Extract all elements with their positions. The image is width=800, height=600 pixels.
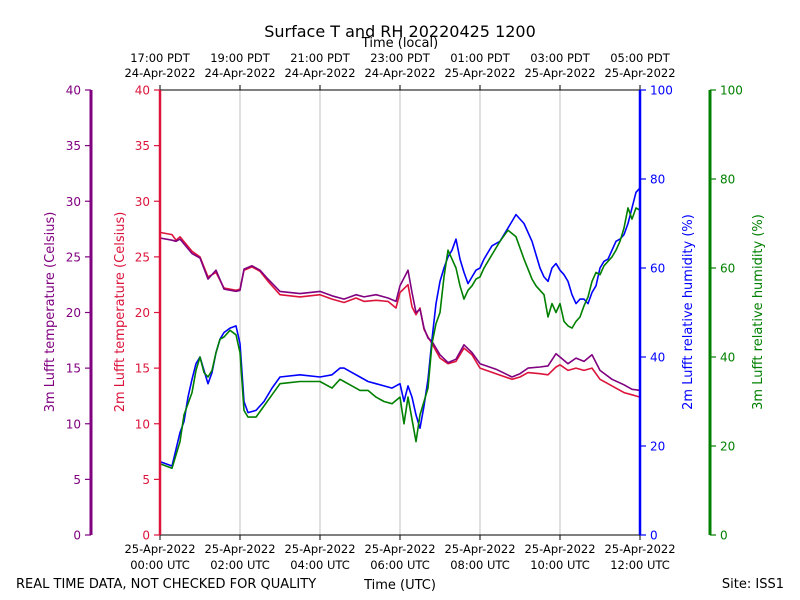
top-axis-title: Time (local) — [361, 36, 438, 51]
top-tick-label-time: 03:00 PDT — [530, 51, 591, 65]
rh2m-tick-label: 80 — [650, 173, 665, 187]
top-tick-label-time: 23:00 PDT — [370, 51, 431, 65]
t3m-tick-label: 40 — [66, 84, 81, 98]
rh2m-axis-label: 2m Lufft relative humidity (%) — [681, 214, 696, 410]
vertical-gridlines — [239, 90, 561, 535]
top-tick-label-date: 24-Apr-2022 — [124, 66, 195, 80]
t2m-tick-label: 25 — [135, 250, 150, 264]
t3m-tick-label: 25 — [66, 250, 81, 264]
t3m-tick-label: 10 — [66, 417, 81, 431]
x-tick-label-time: 08:00 UTC — [450, 558, 510, 572]
x-tick-label-time: 12:00 UTC — [610, 558, 670, 572]
t2m-axis-label: 2m Lufft temperature (Celsius) — [113, 212, 128, 413]
rh3m-tick-label: 40 — [720, 351, 735, 365]
t2m-tick-label: 35 — [135, 139, 150, 153]
series-lines — [159, 187, 641, 470]
x-tick-label-time: 00:00 UTC — [130, 558, 190, 572]
x-tick-label-date: 25-Apr-2022 — [604, 542, 675, 556]
x-tick-label-time: 10:00 UTC — [530, 558, 590, 572]
t3m-tick-label: 30 — [66, 195, 81, 209]
top-tick-label-date: 24-Apr-2022 — [204, 66, 275, 80]
rh3m-tick-label: 80 — [720, 173, 735, 187]
series-line-t2m — [159, 231, 641, 398]
t2m-tick-label: 30 — [135, 195, 150, 209]
rh3m-axis-label: 3m Lufft relative humidity (%) — [751, 214, 766, 410]
series-line-rh2m — [159, 187, 641, 467]
t3m-tick-label: 5 — [73, 473, 81, 487]
x-tick-label-date: 25-Apr-2022 — [124, 542, 195, 556]
x-tick-label-time: 04:00 UTC — [290, 558, 350, 572]
t2m-tick-label: 20 — [135, 306, 150, 320]
rh3m-tick-label: 60 — [720, 262, 735, 276]
rh2m-tick-label: 60 — [650, 262, 665, 276]
series-line-rh3m — [159, 207, 641, 470]
rh2m-tick-label: 20 — [650, 440, 665, 454]
top-tick-label-time: 01:00 PDT — [450, 51, 511, 65]
t3m-tick-label: 35 — [66, 139, 81, 153]
top-tick-label-time: 19:00 PDT — [210, 51, 271, 65]
x-tick-label-date: 25-Apr-2022 — [364, 542, 435, 556]
t2m-tick-label: 40 — [135, 84, 150, 98]
t3m-axis-label: 3m Lufft temperature (Celsius) — [43, 212, 58, 413]
rh3m-tick-label: 20 — [720, 440, 735, 454]
rh2m-tick-label: 0 — [650, 529, 658, 543]
rh2m-tick-label: 40 — [650, 351, 665, 365]
t2m-tick-label: 15 — [135, 362, 150, 376]
rh3m-tick-label: 100 — [720, 84, 743, 98]
top-tick-label-date: 25-Apr-2022 — [524, 66, 595, 80]
rh3m-tick-label: 0 — [720, 529, 728, 543]
rh2m-tick-label: 100 — [650, 84, 673, 98]
top-tick-label-date: 24-Apr-2022 — [364, 66, 435, 80]
site-label: Site: ISS1 — [722, 577, 784, 592]
t3m-tick-label: 0 — [73, 529, 81, 543]
x-axis-label: Time (UTC) — [363, 578, 436, 593]
chart-title: Surface T and RH 20220425 1200 — [264, 22, 536, 41]
x-tick-label-date: 25-Apr-2022 — [524, 542, 595, 556]
top-tick-label-date: 25-Apr-2022 — [444, 66, 515, 80]
quality-disclaimer: REAL TIME DATA, NOT CHECKED FOR QUALITY — [16, 577, 316, 592]
t3m-tick-label: 15 — [66, 362, 81, 376]
top-tick-label-date: 25-Apr-2022 — [604, 66, 675, 80]
x-tick-label-date: 25-Apr-2022 — [204, 542, 275, 556]
axes: 25-Apr-2022 00:00 UTC 25-Apr-2022 02:00 UTC… — [66, 51, 743, 572]
t3m-tick-label: 20 — [66, 306, 81, 320]
x-tick-label-date: 25-Apr-2022 — [284, 542, 355, 556]
top-tick-label-date: 24-Apr-2022 — [284, 66, 355, 80]
t2m-tick-label: 0 — [142, 529, 150, 543]
series-line-t3m — [159, 237, 641, 392]
x-tick-label-date: 25-Apr-2022 — [444, 542, 515, 556]
t2m-tick-label: 5 — [142, 473, 150, 487]
top-tick-label-time: 17:00 PDT — [130, 51, 191, 65]
top-tick-label-time: 05:00 PDT — [610, 51, 671, 65]
x-tick-label-time: 02:00 UTC — [210, 558, 270, 572]
t2m-tick-label: 10 — [135, 417, 150, 431]
top-tick-label-time: 21:00 PDT — [290, 51, 351, 65]
x-tick-label-time: 06:00 UTC — [370, 558, 430, 572]
